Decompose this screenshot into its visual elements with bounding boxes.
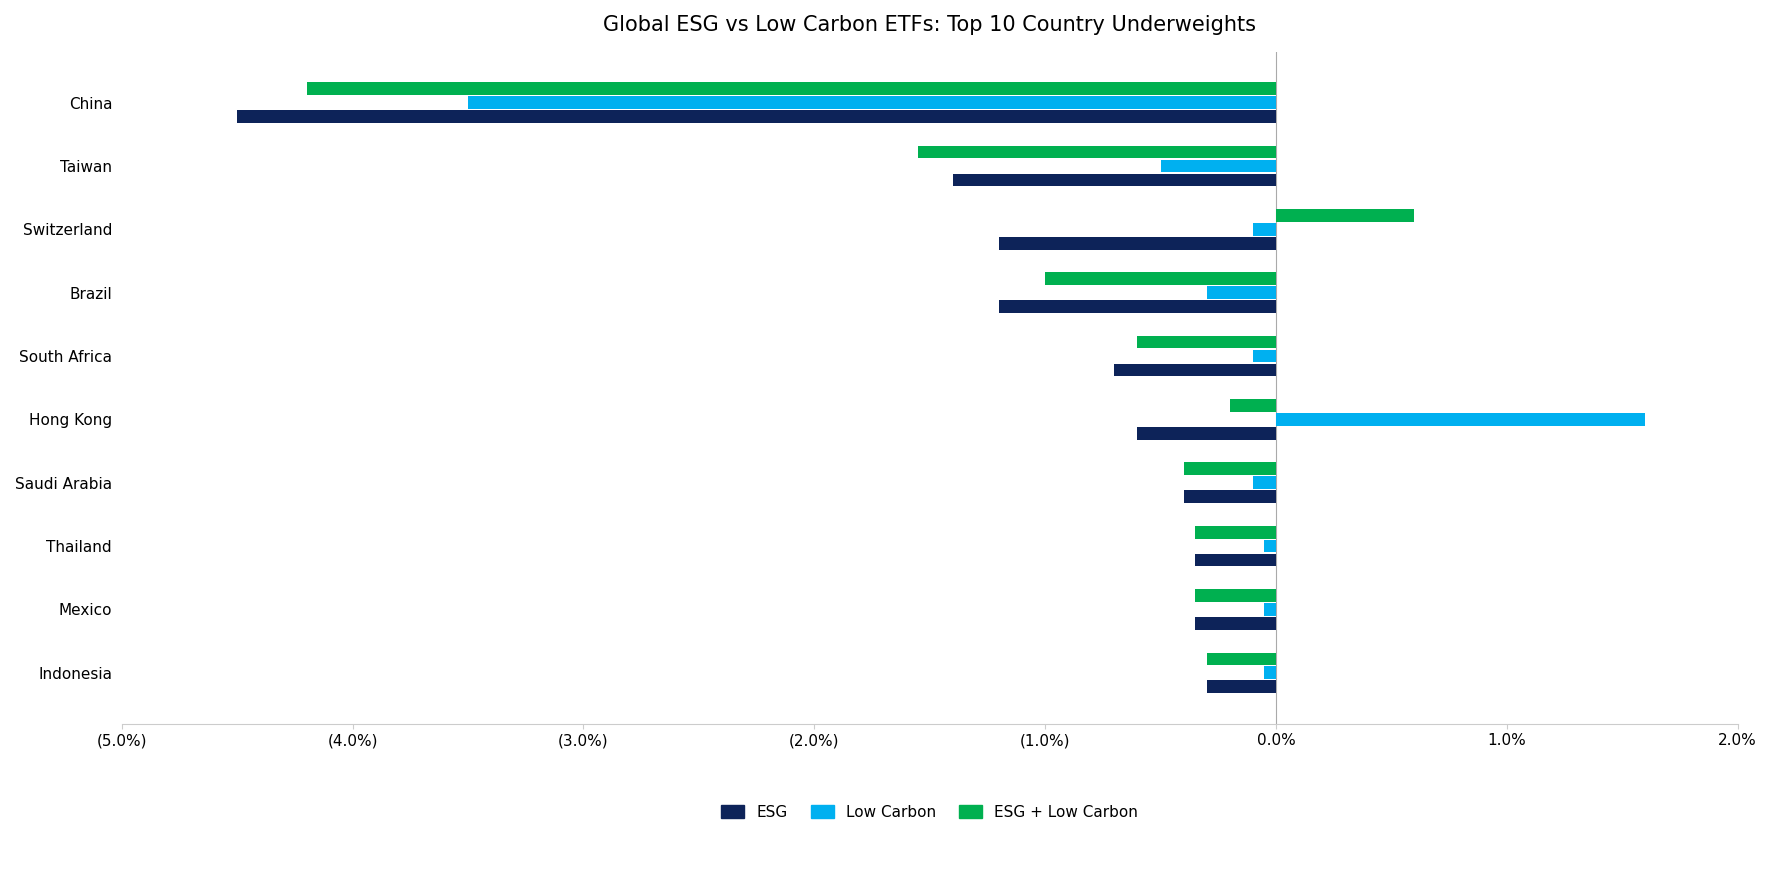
Bar (1276, 209, 1414, 222)
Bar (468, 97, 1276, 109)
Bar (1253, 350, 1276, 362)
Bar (999, 300, 1276, 313)
Bar (1045, 272, 1276, 285)
Bar (1138, 427, 1276, 439)
Bar (1194, 525, 1276, 539)
Bar (1265, 540, 1276, 553)
Bar (1207, 286, 1276, 299)
Bar (1184, 462, 1276, 475)
Title: Global ESG vs Low Carbon ETFs: Top 10 Country Underweights: Global ESG vs Low Carbon ETFs: Top 10 Co… (602, 15, 1256, 35)
Bar (1265, 666, 1276, 680)
Bar (1194, 617, 1276, 630)
Bar (1207, 680, 1276, 693)
Bar (1115, 363, 1276, 377)
Bar (1276, 413, 1644, 426)
Bar (1265, 603, 1276, 616)
Bar (1161, 159, 1276, 173)
Bar (953, 174, 1276, 186)
Bar (1184, 490, 1276, 503)
Bar (1194, 554, 1276, 566)
Bar (1253, 223, 1276, 236)
Bar (1253, 477, 1276, 489)
Bar (1194, 589, 1276, 602)
Legend: ESG, Low Carbon, ESG + Low Carbon: ESG, Low Carbon, ESG + Low Carbon (716, 798, 1145, 826)
Bar (1230, 399, 1276, 412)
Bar (918, 145, 1276, 159)
Bar (1207, 652, 1276, 665)
Bar (1138, 336, 1276, 348)
Bar (237, 110, 1276, 123)
Bar (999, 237, 1276, 250)
Bar (307, 82, 1276, 95)
